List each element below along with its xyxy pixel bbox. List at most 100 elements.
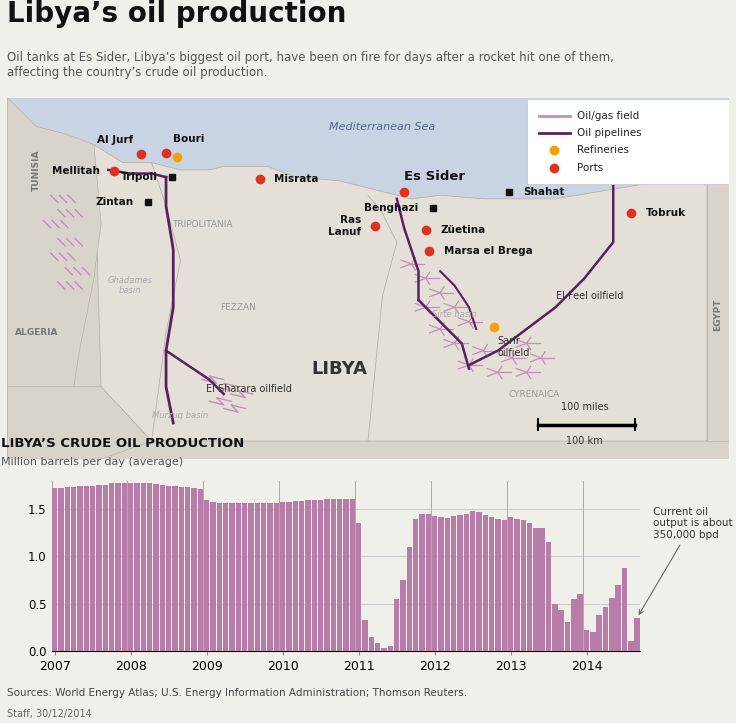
Text: Tripoli: Tripoli	[121, 172, 158, 182]
Bar	[546, 542, 551, 651]
Polygon shape	[7, 98, 729, 459]
Bar	[230, 502, 235, 651]
Bar	[116, 483, 121, 651]
Bar	[216, 502, 222, 651]
Bar	[325, 499, 330, 651]
Bar	[603, 607, 608, 651]
Bar	[634, 617, 640, 651]
Text: Tobruk: Tobruk	[645, 208, 686, 218]
Text: LIBYA: LIBYA	[311, 360, 367, 377]
Bar	[90, 486, 96, 651]
FancyBboxPatch shape	[527, 99, 729, 184]
Bar	[350, 499, 355, 651]
Text: Staff, 30/12/2014: Staff, 30/12/2014	[7, 709, 92, 719]
Bar	[299, 500, 304, 651]
Text: Mellitah: Mellitah	[52, 166, 99, 176]
Bar	[457, 515, 462, 651]
Bar	[539, 528, 545, 651]
Bar	[375, 643, 381, 651]
Bar	[52, 488, 57, 651]
Bar	[58, 488, 64, 651]
Text: Ghadames
basin: Ghadames basin	[107, 276, 152, 295]
Bar	[261, 503, 266, 651]
Bar	[179, 487, 184, 651]
Bar	[420, 514, 425, 651]
Bar	[388, 646, 393, 651]
Bar	[191, 488, 197, 651]
Text: ALGERIA: ALGERIA	[15, 328, 58, 337]
Bar	[615, 585, 621, 651]
Bar	[185, 487, 191, 651]
Text: Ras
Lanuf: Ras Lanuf	[328, 215, 361, 236]
Bar	[406, 547, 412, 651]
Text: FEZZAN: FEZZAN	[220, 303, 256, 312]
Bar	[121, 483, 127, 651]
Bar	[204, 500, 209, 651]
Bar	[508, 517, 513, 651]
Text: TUNISIA: TUNISIA	[32, 149, 40, 191]
Bar	[533, 528, 539, 651]
Bar	[495, 518, 500, 651]
Text: Zintan: Zintan	[96, 197, 134, 208]
Text: El Feel oilfield: El Feel oilfield	[556, 291, 623, 301]
Bar	[280, 502, 286, 651]
Bar	[527, 523, 532, 651]
Bar	[337, 499, 342, 651]
Bar	[590, 632, 595, 651]
Bar	[141, 483, 146, 651]
Bar	[160, 484, 165, 651]
Bar	[274, 502, 279, 651]
Bar	[362, 620, 367, 651]
Bar	[248, 503, 254, 651]
Bar	[464, 514, 469, 651]
Bar	[445, 518, 450, 651]
Text: Million barrels per day (average): Million barrels per day (average)	[1, 457, 183, 467]
Bar	[489, 517, 495, 651]
Text: Refineries: Refineries	[577, 145, 629, 155]
Bar	[451, 515, 456, 651]
Bar	[71, 487, 77, 651]
Bar	[552, 604, 558, 651]
Bar	[147, 483, 152, 651]
Text: Shahat: Shahat	[523, 187, 565, 197]
Bar	[596, 615, 602, 651]
Bar	[153, 484, 159, 651]
Text: Sources: World Energy Atlas; U.S. Energy Information Administration; Thomson Reu: Sources: World Energy Atlas; U.S. Energy…	[7, 688, 467, 698]
Bar	[565, 623, 570, 651]
Text: Current oil
output is about
350,000 bpd: Current oil output is about 350,000 bpd	[639, 507, 732, 615]
Bar	[305, 500, 311, 651]
Text: Bouri: Bouri	[173, 134, 205, 143]
Text: EGYPT: EGYPT	[713, 299, 722, 330]
Text: Misrata: Misrata	[275, 174, 319, 184]
Bar	[318, 500, 323, 651]
Text: Oil tanks at Es Sider, Libya’s biggest oil port, have been on fire for days afte: Oil tanks at Es Sider, Libya’s biggest o…	[7, 51, 615, 79]
Bar	[425, 514, 431, 651]
Bar	[501, 521, 507, 651]
Bar	[96, 484, 102, 651]
Text: Marsa el Brega: Marsa el Brega	[444, 247, 532, 256]
Bar	[286, 502, 291, 651]
Text: CYRENAICA: CYRENAICA	[509, 390, 559, 398]
Text: Ports: Ports	[577, 163, 604, 173]
Bar	[84, 487, 89, 651]
Bar	[293, 500, 298, 651]
Bar	[242, 503, 247, 651]
Polygon shape	[7, 98, 729, 199]
Bar	[311, 500, 317, 651]
Text: Marsa el
Hariga: Marsa el Hariga	[620, 159, 670, 181]
Bar	[356, 523, 361, 651]
Bar	[628, 641, 634, 651]
Bar	[134, 483, 140, 651]
Bar	[609, 598, 615, 651]
Text: Murzuq basin: Murzuq basin	[152, 411, 208, 420]
Bar	[65, 487, 70, 651]
Bar	[128, 483, 133, 651]
Bar	[267, 502, 272, 651]
Bar	[77, 487, 82, 651]
Bar	[400, 580, 406, 651]
Text: Al Jurf: Al Jurf	[97, 134, 134, 145]
Bar	[394, 599, 399, 651]
Bar	[109, 483, 114, 651]
Bar	[571, 599, 576, 651]
Bar	[172, 487, 177, 651]
